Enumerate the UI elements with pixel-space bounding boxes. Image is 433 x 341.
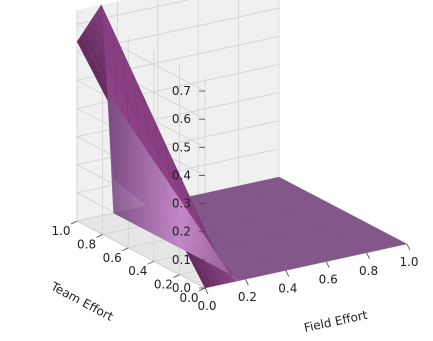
- y-tick-label: 0.4: [128, 264, 147, 278]
- grid-line-z: [75, 7, 280, 120]
- z-tick-label: 0.6: [172, 112, 191, 126]
- y-axis-label: Team Effort: [48, 279, 116, 324]
- y-tick-label: 0.8: [77, 237, 96, 251]
- x-tick-label: 0.6: [319, 273, 338, 287]
- y-tick-mark: [70, 220, 78, 225]
- x-tick-label: 0.8: [359, 264, 378, 278]
- grid-line-z: [75, 35, 280, 148]
- z-tick-label: 0.1: [172, 253, 191, 267]
- z-tick-label: 0.0: [172, 281, 191, 295]
- y-tick-label: 0.0: [179, 291, 198, 305]
- y-tick-label: 1.0: [51, 224, 70, 238]
- x-tick-mark: [325, 261, 330, 268]
- z-tick-label: 0.3: [172, 197, 191, 211]
- surface-plot: [76, 4, 408, 289]
- x-tick-label: 0.4: [278, 281, 297, 295]
- grid-line-z: [75, 0, 206, 92]
- x-tick-mark: [406, 243, 411, 251]
- x-axis-label: Field Effort: [303, 308, 369, 335]
- y-tick-mark: [198, 287, 206, 292]
- x-tick-label: 0.2: [238, 290, 257, 304]
- y-tick-mark: [147, 260, 154, 265]
- y-tick-mark: [96, 234, 103, 238]
- x-tick-mark: [204, 287, 209, 295]
- x-tick-mark: [285, 270, 290, 277]
- x-tick-label: 0.0: [197, 299, 216, 313]
- z-tick-label: 0.5: [172, 140, 191, 154]
- z-tick-label: 0.4: [172, 168, 191, 182]
- x-tick-label: 1.0: [399, 255, 418, 269]
- z-tick-label: 0.7: [172, 84, 191, 98]
- y-tick-mark: [122, 247, 129, 252]
- z-tick-label: 0.2: [172, 225, 191, 239]
- y-tick-mark: [173, 274, 180, 278]
- x-tick-mark: [245, 279, 249, 286]
- surface-wall: [107, 92, 242, 282]
- x-tick-mark: [366, 252, 370, 259]
- y-tick-label: 0.6: [103, 251, 122, 265]
- axis-ticks: 0.00.20.40.60.81.00.00.20.40.60.81.00.00…: [51, 84, 418, 313]
- y-tick-label: 0.2: [154, 278, 173, 292]
